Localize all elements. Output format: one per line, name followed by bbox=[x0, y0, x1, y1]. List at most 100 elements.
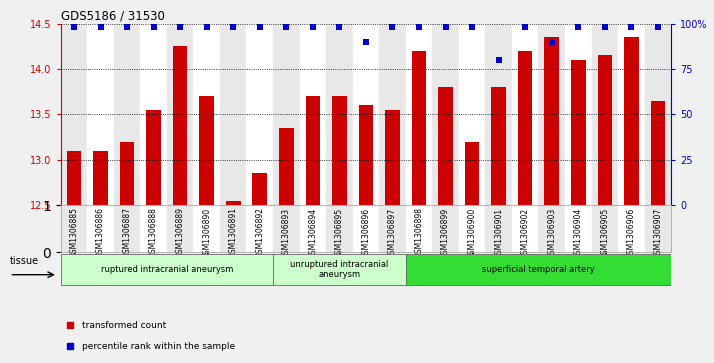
Bar bbox=[193, 24, 220, 205]
Text: GSM1306889: GSM1306889 bbox=[176, 207, 185, 258]
Bar bbox=[87, 24, 114, 205]
Bar bbox=[512, 205, 538, 252]
Bar bbox=[459, 205, 486, 252]
Point bbox=[333, 24, 345, 30]
Text: GSM1306903: GSM1306903 bbox=[547, 207, 556, 259]
Bar bbox=[199, 96, 214, 205]
Point bbox=[281, 24, 292, 30]
Bar bbox=[220, 205, 246, 252]
Text: GSM1306898: GSM1306898 bbox=[415, 207, 423, 258]
Point bbox=[360, 39, 371, 45]
Bar bbox=[353, 24, 379, 205]
Point bbox=[625, 24, 637, 30]
Bar bbox=[379, 24, 406, 205]
Point bbox=[254, 24, 266, 30]
Text: transformed count: transformed count bbox=[82, 321, 166, 330]
Text: GSM1306896: GSM1306896 bbox=[361, 207, 371, 258]
Point bbox=[201, 24, 212, 30]
Bar bbox=[618, 24, 645, 205]
Point bbox=[546, 39, 558, 45]
Text: GSM1306885: GSM1306885 bbox=[69, 207, 79, 258]
Bar bbox=[332, 96, 347, 205]
Bar bbox=[87, 205, 114, 252]
Bar bbox=[491, 87, 506, 205]
Point bbox=[440, 24, 451, 30]
Text: ruptured intracranial aneurysm: ruptured intracranial aneurysm bbox=[101, 265, 233, 274]
Bar bbox=[565, 205, 591, 252]
Bar bbox=[465, 142, 479, 205]
Text: GSM1306905: GSM1306905 bbox=[600, 207, 609, 259]
Bar bbox=[598, 55, 612, 205]
Bar bbox=[645, 24, 671, 205]
Point bbox=[69, 24, 80, 30]
Point bbox=[573, 24, 584, 30]
Bar bbox=[326, 205, 353, 252]
Bar bbox=[459, 24, 486, 205]
FancyBboxPatch shape bbox=[273, 254, 406, 285]
Bar bbox=[624, 37, 638, 205]
Bar bbox=[438, 87, 453, 205]
Bar bbox=[432, 205, 459, 252]
Bar bbox=[61, 205, 87, 252]
Text: tissue: tissue bbox=[9, 256, 39, 266]
Bar bbox=[544, 37, 559, 205]
Text: GSM1306904: GSM1306904 bbox=[574, 207, 583, 259]
Text: GSM1306891: GSM1306891 bbox=[228, 207, 238, 258]
Point bbox=[413, 24, 425, 30]
Text: GSM1306907: GSM1306907 bbox=[653, 207, 663, 259]
Text: GSM1306892: GSM1306892 bbox=[256, 207, 264, 258]
Text: GSM1306894: GSM1306894 bbox=[308, 207, 317, 258]
Text: superficial temporal artery: superficial temporal artery bbox=[482, 265, 595, 274]
Point bbox=[466, 24, 478, 30]
Point bbox=[95, 24, 106, 30]
Point bbox=[121, 24, 133, 30]
Bar bbox=[565, 24, 591, 205]
Bar bbox=[379, 205, 406, 252]
Bar bbox=[650, 101, 665, 205]
Text: GSM1306899: GSM1306899 bbox=[441, 207, 450, 258]
FancyBboxPatch shape bbox=[61, 254, 273, 285]
Bar bbox=[141, 24, 167, 205]
Bar bbox=[512, 24, 538, 205]
Bar bbox=[300, 24, 326, 205]
Bar bbox=[486, 205, 512, 252]
Point bbox=[148, 24, 159, 30]
Bar bbox=[591, 205, 618, 252]
Text: GSM1306900: GSM1306900 bbox=[468, 207, 476, 259]
Bar bbox=[326, 24, 353, 205]
Bar bbox=[141, 205, 167, 252]
Point bbox=[387, 24, 398, 30]
Bar bbox=[273, 24, 300, 205]
Text: GSM1306895: GSM1306895 bbox=[335, 207, 344, 258]
Bar bbox=[406, 205, 432, 252]
Bar bbox=[246, 205, 273, 252]
Point bbox=[520, 24, 531, 30]
Bar bbox=[353, 205, 379, 252]
Bar bbox=[167, 24, 193, 205]
Text: unruptured intracranial
aneurysm: unruptured intracranial aneurysm bbox=[290, 260, 388, 279]
Point bbox=[307, 24, 318, 30]
Text: GSM1306887: GSM1306887 bbox=[123, 207, 131, 258]
Text: GSM1306901: GSM1306901 bbox=[494, 207, 503, 258]
Bar bbox=[114, 24, 141, 205]
Bar bbox=[146, 110, 161, 205]
Bar bbox=[193, 205, 220, 252]
Bar bbox=[66, 151, 81, 205]
Bar bbox=[220, 24, 246, 205]
Text: GSM1306890: GSM1306890 bbox=[202, 207, 211, 258]
FancyBboxPatch shape bbox=[406, 254, 671, 285]
Point bbox=[652, 24, 663, 30]
Bar bbox=[246, 24, 273, 205]
Bar bbox=[306, 96, 320, 205]
Point bbox=[599, 24, 610, 30]
Text: GSM1306902: GSM1306902 bbox=[521, 207, 530, 258]
Bar bbox=[120, 142, 134, 205]
Text: GSM1306906: GSM1306906 bbox=[627, 207, 636, 259]
Bar bbox=[571, 60, 585, 205]
Bar bbox=[538, 205, 565, 252]
Text: percentile rank within the sample: percentile rank within the sample bbox=[82, 342, 235, 351]
Point bbox=[493, 57, 504, 63]
Bar bbox=[591, 24, 618, 205]
Point bbox=[228, 24, 239, 30]
Bar bbox=[486, 24, 512, 205]
